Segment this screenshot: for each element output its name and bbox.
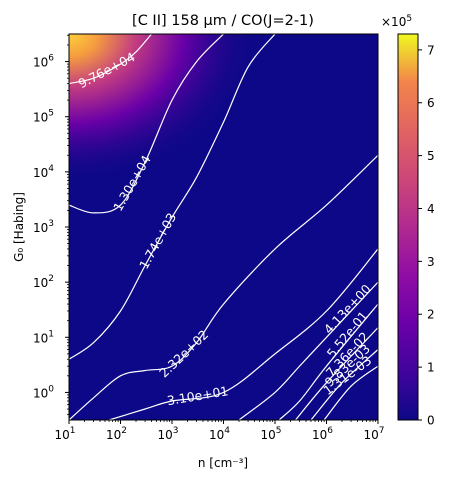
colorbar: [397, 33, 419, 421]
colorbar-tick-label: 5: [427, 149, 435, 163]
contour-line: [108, 248, 378, 420]
x-axis: 101 102 103 104 105 106 107: [54, 420, 385, 442]
y-tick-label: 106: [33, 54, 54, 70]
colorbar-tick-label: 1: [427, 361, 435, 375]
contour-line: [69, 34, 152, 85]
contour-line: [310, 349, 378, 420]
chart-title: [C II] 158 μm / CO(J=2-1): [132, 13, 314, 29]
contour-lines: [69, 34, 378, 420]
contour-line: [278, 303, 378, 420]
y-tick-label: 102: [33, 274, 54, 290]
x-tick-label: 103: [157, 426, 178, 442]
heatmap-hotspot: [69, 34, 259, 184]
contour-line: [69, 154, 378, 420]
contour-line: [323, 365, 378, 420]
y-axis: 100 101 102 103 104 105 106: [33, 34, 69, 415]
y-tick-label: 100: [33, 384, 54, 400]
colorbar-ticks: 0 1 2 3 4 5 6 7: [418, 43, 435, 428]
y-tick-label: 104: [33, 164, 54, 180]
contour-line: [295, 327, 378, 420]
colorbar-tick-label: 3: [427, 255, 435, 269]
contour-line: [69, 34, 276, 360]
colorbar-multiplier: ×105: [381, 14, 412, 29]
x-axis-label: n [cm⁻³]: [198, 456, 248, 470]
x-tick-label: 107: [363, 426, 384, 442]
x-tick-label: 106: [312, 426, 333, 442]
y-axis-label: G₀ [Habing]: [12, 192, 26, 262]
contour-line: [69, 34, 224, 214]
colorbar-tick-label: 7: [427, 43, 435, 57]
x-tick-label: 102: [106, 426, 127, 442]
colorbar-tick-label: 4: [427, 202, 435, 216]
colorbar-tick-label: 2: [427, 308, 435, 322]
y-tick-label: 101: [33, 329, 54, 345]
contour-line: [238, 281, 378, 420]
colorbar-tick-label: 6: [427, 96, 435, 110]
colorbar-tick-label: 0: [427, 414, 435, 428]
x-tick-label: 101: [54, 426, 75, 442]
x-tick-label: 105: [260, 426, 281, 442]
y-tick-label: 105: [33, 109, 54, 125]
y-tick-label: 103: [33, 219, 54, 235]
x-tick-label: 104: [209, 426, 230, 442]
